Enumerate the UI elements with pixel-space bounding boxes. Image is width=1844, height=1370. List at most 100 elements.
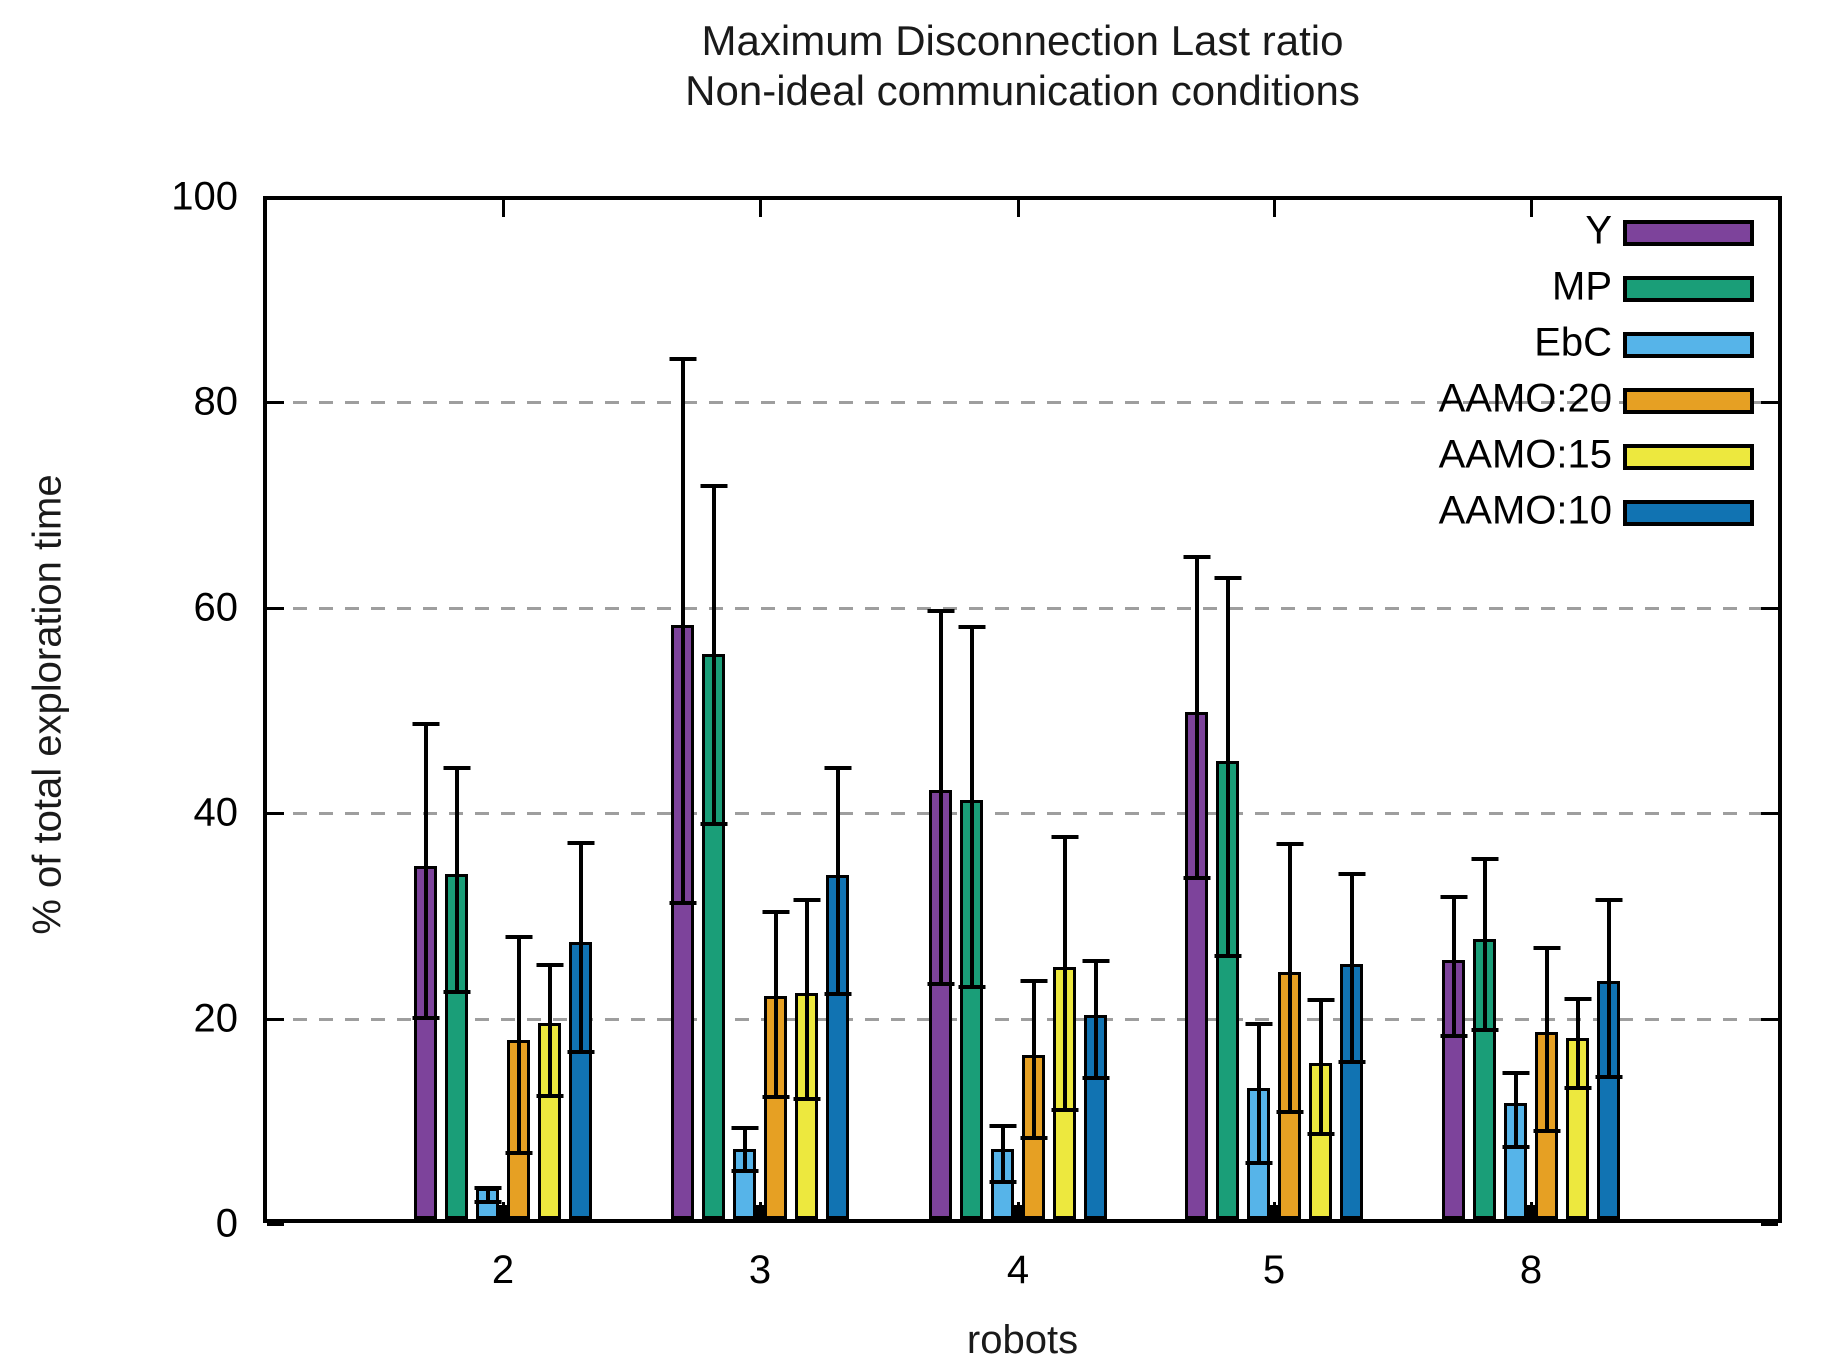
error-bar-line bbox=[1575, 997, 1580, 1087]
error-bar-cap-bottom bbox=[824, 991, 851, 996]
error-bar-cap-top bbox=[505, 935, 532, 940]
error-bar-line bbox=[1031, 978, 1036, 1136]
x-tick-label: 8 bbox=[1519, 1248, 1543, 1292]
error-bar-cap-top bbox=[989, 1124, 1016, 1129]
y-gridline bbox=[267, 401, 1778, 405]
y-gridline bbox=[267, 1017, 1778, 1021]
error-bar-cap-bottom bbox=[536, 1093, 563, 1098]
error-bar-cap-top bbox=[443, 765, 470, 770]
y-gridline bbox=[267, 606, 1778, 610]
error-bar-cap-top bbox=[412, 721, 439, 726]
chart-title: Maximum Disconnection Last ratio Non-ide… bbox=[263, 16, 1782, 116]
error-bar-cap-top bbox=[1020, 978, 1047, 983]
error-bar-line bbox=[1256, 1021, 1261, 1162]
error-bar-cap-top bbox=[1471, 857, 1498, 862]
error-bar-line bbox=[547, 963, 552, 1094]
error-bar-cap-bottom bbox=[1471, 1027, 1498, 1032]
error-bar-line bbox=[423, 721, 428, 1016]
error-bar-cap-top bbox=[1338, 871, 1365, 876]
y-tick-label: 40 bbox=[193, 790, 239, 835]
error-bar-cap-top bbox=[762, 909, 789, 914]
error-bar-line bbox=[516, 935, 521, 1152]
error-bar-cap-top bbox=[1502, 1071, 1529, 1075]
x-tick-label: 2 bbox=[491, 1248, 515, 1292]
error-bar-line bbox=[1349, 871, 1354, 1060]
error-bar-cap-top bbox=[731, 1126, 758, 1131]
y-tick-left bbox=[267, 1017, 284, 1021]
error-bar-cap-top bbox=[1245, 1021, 1272, 1026]
error-bar-cap-bottom bbox=[927, 981, 954, 986]
error-bar-cap-top bbox=[700, 483, 727, 488]
error-bar-line bbox=[485, 1186, 490, 1201]
baseline-notch bbox=[755, 1205, 764, 1219]
legend-label-aamo-10: AAMO:10 bbox=[1438, 488, 1612, 533]
error-bar-line bbox=[1513, 1071, 1518, 1145]
legend-label-aamo-20: AAMO:20 bbox=[1438, 376, 1612, 421]
x-tick-top bbox=[502, 200, 505, 217]
error-bar-cap-bottom bbox=[1183, 875, 1210, 880]
legend-swatch-mp bbox=[1623, 276, 1754, 302]
chart-title-line2: Non-ideal communication conditions bbox=[685, 67, 1360, 114]
error-bar-line bbox=[1544, 945, 1549, 1129]
legend-swatch-y bbox=[1623, 220, 1754, 246]
legend-swatch-aamo-20 bbox=[1623, 388, 1754, 414]
error-bar-cap-top bbox=[1564, 997, 1591, 1002]
error-bar-cap-top bbox=[1440, 895, 1467, 900]
legend-label-mp: MP bbox=[1552, 264, 1612, 309]
chart-title-line1: Maximum Disconnection Last ratio bbox=[701, 17, 1344, 64]
error-bar-cap-top bbox=[1533, 945, 1560, 950]
error-bar-cap-bottom bbox=[762, 1094, 789, 1099]
legend-label-aamo-15: AAMO:15 bbox=[1438, 432, 1612, 477]
y-tick-right bbox=[1761, 401, 1778, 405]
y-tick-right bbox=[1761, 196, 1778, 199]
error-bar-cap-bottom bbox=[443, 989, 470, 994]
error-bar-line bbox=[969, 625, 974, 985]
error-bar-line bbox=[773, 909, 778, 1095]
error-bar-line bbox=[742, 1126, 747, 1169]
error-bar-cap-bottom bbox=[989, 1179, 1016, 1184]
y-tick-label: 80 bbox=[193, 379, 239, 424]
error-bar-cap-bottom bbox=[1051, 1107, 1078, 1112]
y-tick-right bbox=[1761, 1017, 1778, 1021]
error-bar-line bbox=[835, 765, 840, 992]
error-bar-cap-top bbox=[1276, 841, 1303, 846]
error-bar-cap-bottom bbox=[1338, 1059, 1365, 1064]
error-bar-cap-bottom bbox=[474, 1200, 501, 1205]
x-tick-label: 4 bbox=[1006, 1248, 1030, 1292]
plot-area bbox=[263, 196, 1782, 1226]
error-bar-cap-bottom bbox=[1307, 1131, 1334, 1136]
y-tick-label: 20 bbox=[193, 996, 239, 1041]
y-tick-left bbox=[267, 1223, 284, 1226]
error-bar-line bbox=[1318, 998, 1323, 1132]
error-bar-line bbox=[1225, 575, 1230, 954]
y-tick-label: 60 bbox=[193, 585, 239, 630]
error-bar-cap-bottom bbox=[1595, 1075, 1622, 1080]
error-bar-cap-top bbox=[793, 898, 820, 903]
y-tick-right bbox=[1761, 812, 1778, 816]
error-bar-cap-top bbox=[536, 963, 563, 968]
y-tick-left bbox=[267, 606, 284, 610]
error-bar-line bbox=[1062, 834, 1067, 1108]
legend-swatch-aamo-15 bbox=[1623, 444, 1754, 470]
x-tick-label: 5 bbox=[1262, 1248, 1286, 1292]
error-bar-cap-bottom bbox=[1564, 1086, 1591, 1091]
error-bar-cap-top bbox=[958, 625, 985, 630]
error-bar-line bbox=[1000, 1124, 1005, 1180]
error-bar-cap-bottom bbox=[505, 1151, 532, 1156]
error-bar-cap-top bbox=[1307, 998, 1334, 1003]
error-bar-cap-bottom bbox=[700, 822, 727, 827]
x-tick-top bbox=[1017, 200, 1020, 217]
baseline-notch bbox=[498, 1205, 507, 1219]
error-bar-line bbox=[578, 840, 583, 1051]
error-bar-cap-top bbox=[1214, 575, 1241, 580]
y-tick-left bbox=[267, 812, 284, 816]
error-bar-cap-top bbox=[669, 357, 696, 362]
error-bar-cap-top bbox=[474, 1186, 501, 1191]
y-tick-right bbox=[1761, 1223, 1778, 1226]
y-axis-label: % of total exploration time bbox=[25, 474, 70, 935]
error-bar-cap-bottom bbox=[1082, 1076, 1109, 1081]
error-bar-cap-top bbox=[927, 608, 954, 613]
baseline-notch bbox=[1013, 1205, 1022, 1219]
error-bar-line bbox=[938, 608, 943, 982]
legend-label-y: Y bbox=[1585, 208, 1612, 253]
